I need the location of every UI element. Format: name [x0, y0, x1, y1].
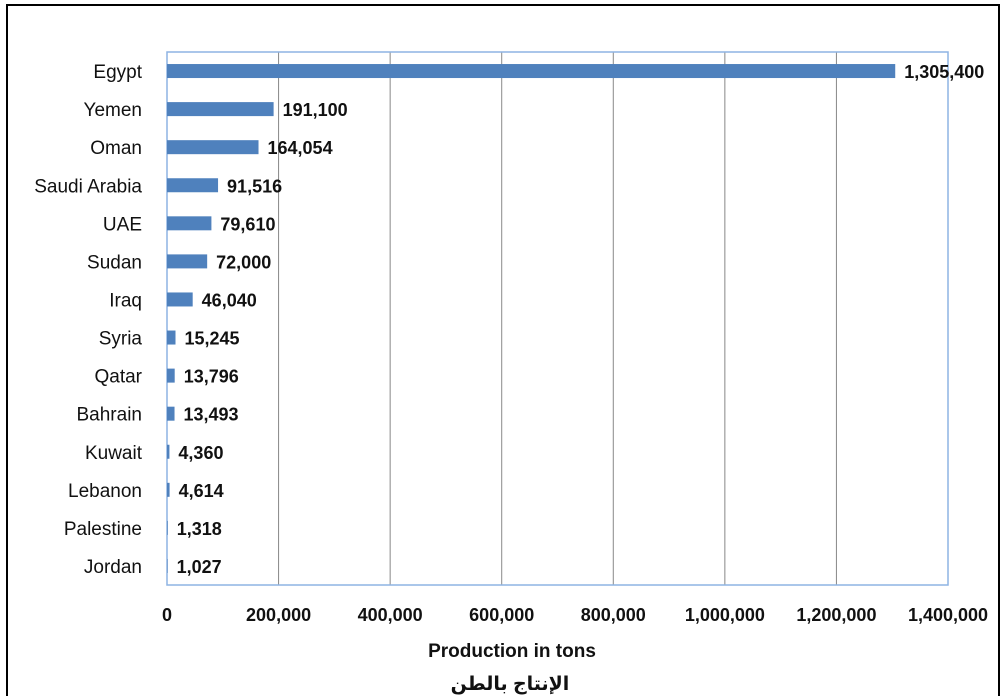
x-tick-label: 600,000: [469, 605, 534, 625]
category-label: Syria: [99, 329, 143, 350]
value-label: 13,493: [184, 405, 239, 425]
value-label: 15,245: [185, 329, 240, 349]
value-label: 72,000: [216, 252, 271, 272]
bar: [167, 558, 168, 573]
category-label: Iraq: [109, 290, 142, 311]
x-tick-label: 1,000,000: [685, 605, 765, 625]
category-label: Qatar: [94, 367, 142, 388]
value-label: 1,318: [177, 519, 222, 539]
x-tick-label: 800,000: [581, 605, 646, 625]
category-label: Jordan: [84, 557, 142, 578]
plot-area-border: [166, 51, 949, 586]
bar: [167, 140, 259, 155]
x-axis-title: Production in tons: [428, 641, 596, 662]
category-label: Oman: [90, 138, 142, 159]
category-label: Bahrain: [77, 405, 143, 426]
value-label: 4,360: [178, 443, 223, 463]
x-tick-label: 1,400,000: [908, 605, 988, 625]
x-tick-label: 200,000: [246, 605, 311, 625]
value-labels: 1,305,400 191,100 164,054 91,516 79,610 72,00…: [177, 62, 985, 577]
value-label: 1,027: [177, 557, 222, 577]
value-label: 46,040: [202, 290, 257, 310]
category-label: Kuwait: [85, 443, 143, 464]
value-label: 164,054: [268, 138, 333, 158]
category-label: Egypt: [93, 62, 142, 83]
value-label: 13,796: [184, 367, 239, 387]
category-labels: Egypt Yemen Oman Saudi Arabia UAE Sudan Iraq Sy…: [34, 62, 142, 578]
value-label: 191,100: [283, 100, 348, 120]
x-tick-label: 400,000: [358, 605, 423, 625]
x-axis-title-arabic: الإنتاج بالطن: [451, 674, 570, 695]
category-label: Saudi Arabia: [34, 176, 142, 197]
bar: [167, 406, 175, 421]
bar: [167, 102, 274, 117]
bar: [167, 520, 168, 535]
bar: [167, 216, 212, 231]
chart-frame: [6, 4, 1000, 696]
bar: [167, 64, 896, 79]
bar: [167, 368, 175, 383]
category-label: Lebanon: [68, 481, 142, 502]
category-label: UAE: [103, 214, 142, 235]
bar: [167, 178, 219, 193]
gridlines: [278, 52, 837, 585]
value-label: 4,614: [179, 481, 224, 501]
category-label: Sudan: [87, 252, 142, 273]
bar: [167, 254, 208, 269]
bar: [167, 330, 176, 345]
x-tick-labels: 0 200,000 400,000 600,000 800,000 1,000,000 1,…: [162, 605, 988, 625]
category-label: Palestine: [64, 519, 142, 540]
x-tick-label: 1,200,000: [796, 605, 876, 625]
category-label: Yemen: [84, 100, 142, 121]
value-label: 79,610: [220, 214, 275, 234]
bars: [167, 64, 896, 573]
value-label: 1,305,400: [904, 62, 984, 82]
x-tick-label: 0: [162, 605, 172, 625]
bar: [167, 482, 170, 497]
bar: [167, 444, 170, 459]
bar: [167, 292, 193, 307]
value-label: 91,516: [227, 176, 282, 196]
